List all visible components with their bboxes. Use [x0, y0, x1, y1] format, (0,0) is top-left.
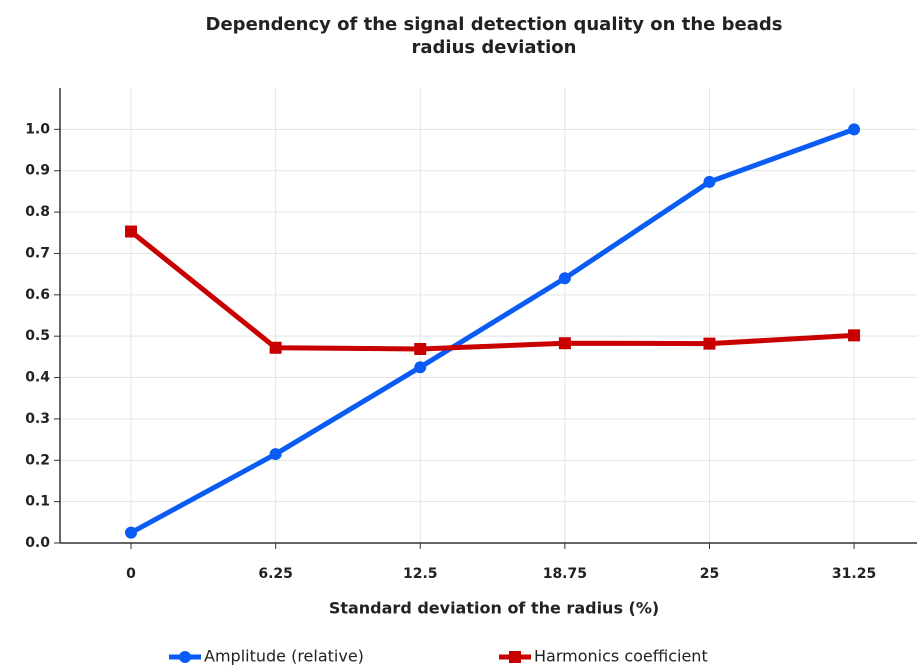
legend-marker — [509, 651, 521, 663]
marker — [848, 123, 861, 136]
marker — [558, 337, 571, 350]
y-tick-label: 0.3 — [25, 411, 50, 427]
x-tick-label: 25 — [700, 566, 719, 582]
y-tick-label: 0.2 — [25, 452, 50, 468]
y-tick-label: 0.0 — [25, 535, 50, 551]
y-tick-label: 0.8 — [25, 204, 50, 220]
series-line — [129, 229, 855, 352]
y-tick-label: 0.9 — [25, 163, 50, 179]
legend-label: Harmonics coefficient — [534, 647, 708, 666]
legend-label: Amplitude (relative) — [204, 647, 364, 666]
marker — [414, 343, 427, 356]
x-tick-label: 0 — [126, 566, 136, 582]
marker — [703, 337, 716, 350]
marker — [125, 225, 138, 238]
y-tick-label: 0.1 — [25, 494, 50, 510]
marker — [125, 526, 138, 539]
x-tick-label: 31.25 — [832, 566, 876, 582]
marker — [558, 272, 571, 285]
chart-title: Dependency of the signal detection quali… — [206, 14, 783, 35]
y-tick-label: 1.0 — [25, 121, 50, 137]
legend-marker — [179, 651, 191, 663]
y-tick-label: 0.6 — [25, 287, 50, 303]
series-line — [129, 127, 855, 535]
marker — [848, 329, 861, 342]
x-axis-label: Standard deviation of the radius (%) — [329, 599, 659, 618]
marker — [269, 341, 282, 354]
y-tick-label: 0.5 — [25, 328, 50, 344]
marker — [269, 448, 282, 461]
x-tick-label: 12.5 — [403, 566, 438, 582]
x-tick-label: 18.75 — [543, 566, 587, 582]
y-tick-label: 0.7 — [25, 245, 50, 261]
marker — [703, 175, 716, 188]
x-tick-label: 6.25 — [258, 566, 293, 582]
chart-title: radius deviation — [412, 37, 577, 58]
y-tick-label: 0.4 — [25, 370, 50, 386]
marker — [414, 361, 427, 374]
